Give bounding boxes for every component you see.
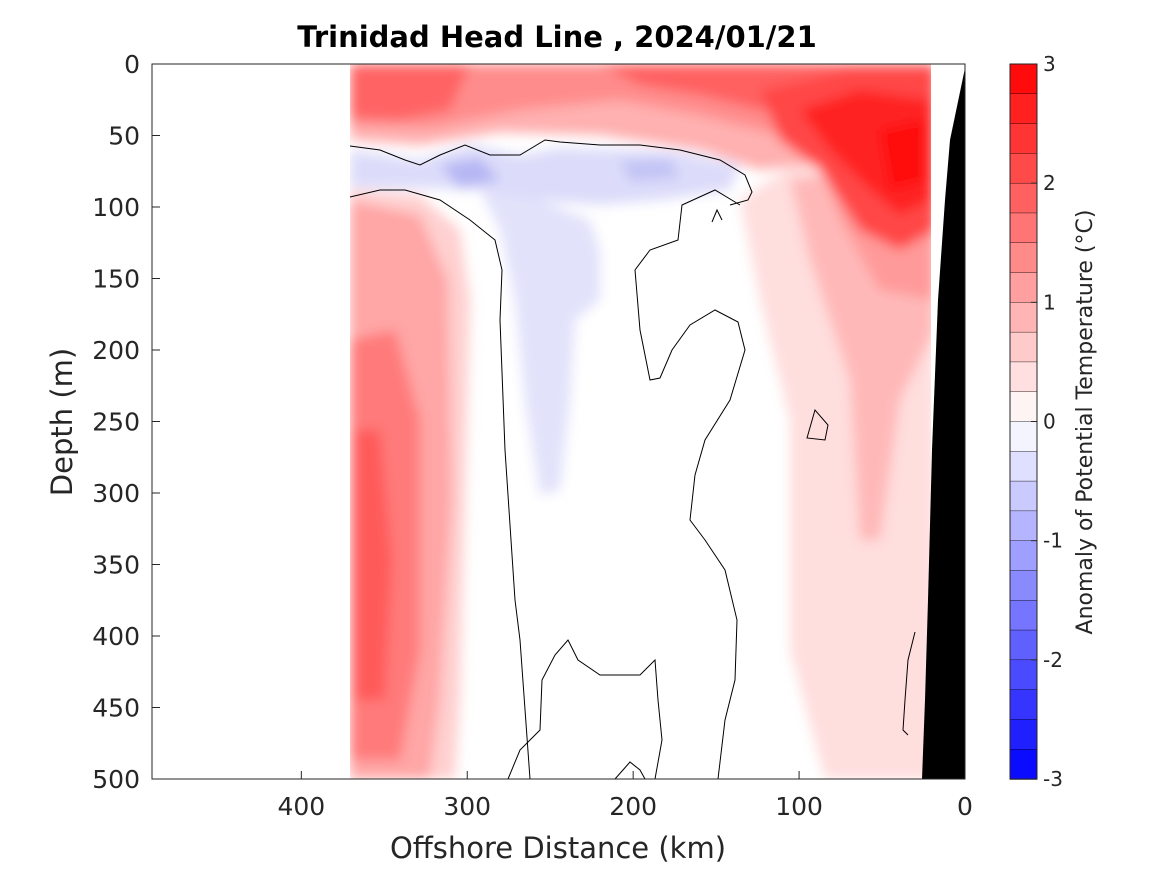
colorbar-segment <box>1009 629 1038 661</box>
surface-warm-strong <box>350 64 470 120</box>
colorbar-segment <box>1009 302 1038 333</box>
colorbar-tick-label: 1 <box>1043 290 1056 314</box>
colorbar-segment <box>1009 93 1038 125</box>
nearshore-core-max <box>880 120 925 190</box>
chart-title: Trinidad Head Line , 2024/01/21 <box>297 20 817 54</box>
x-axis-label: Offshore Distance (km) <box>390 831 726 865</box>
zero-contour-upper <box>349 139 753 206</box>
y-axis: 0 50 100 150 200 250 300 350 400 450 500 <box>92 50 160 794</box>
colorbar-segment <box>1009 749 1038 780</box>
y-axis-label: Depth (m) <box>45 348 79 496</box>
x-tick-label: 400 <box>277 792 325 821</box>
y-tick-label: 250 <box>92 408 140 437</box>
y-tick-label: 50 <box>108 122 140 151</box>
y-tick-label: 400 <box>92 622 140 651</box>
colorbar-tick-label: 2 <box>1043 171 1056 195</box>
colorbar-segment <box>1009 212 1038 244</box>
colorbar-segment <box>1009 123 1038 155</box>
y-tick-label: 200 <box>92 336 140 365</box>
cool-band-core <box>440 158 500 188</box>
colorbar: 3 2 1 0 -1 -2 -3 <box>1009 52 1063 791</box>
colorbar-tick-label: -2 <box>1043 648 1063 672</box>
colorbar-segment <box>1009 451 1038 482</box>
x-tick-label: 100 <box>775 792 823 821</box>
y-tick-label: 150 <box>92 265 140 294</box>
zero-contour-tongue <box>507 639 663 780</box>
colorbar-tick-label: 3 <box>1043 52 1056 76</box>
colorbar-segment <box>1009 719 1038 750</box>
colorbar-segment <box>1009 63 1038 95</box>
colorbar-tick-label: 0 <box>1043 410 1056 434</box>
offshore-warm-core <box>355 430 392 700</box>
colorbar-segment <box>1009 659 1038 691</box>
contour-fill-layer <box>350 64 931 779</box>
zero-contour-eddy <box>806 408 829 441</box>
zero-contour-bottom <box>614 761 646 780</box>
colorbar-tick-label: -1 <box>1043 529 1063 553</box>
zero-contours <box>349 139 916 780</box>
colorbar-segment <box>1009 391 1038 423</box>
y-tick-label: 350 <box>92 551 140 580</box>
y-tick-label: 450 <box>92 694 140 723</box>
zero-contour-mid <box>634 189 746 780</box>
colorbar-segment <box>1009 331 1038 363</box>
colorbar-segment <box>1009 153 1038 184</box>
colorbar-segment <box>1009 600 1038 631</box>
colorbar-label: Anomaly of Potential Temperature (°C) <box>1073 210 1098 635</box>
colorbar-segment <box>1009 272 1038 304</box>
x-tick-label: 200 <box>609 792 657 821</box>
colorbar-segment <box>1009 242 1038 274</box>
y-tick-label: 0 <box>124 50 140 79</box>
colorbar-segment <box>1009 510 1038 542</box>
colorbar-segment <box>1009 480 1038 512</box>
bathymetry-seafloor <box>922 68 965 779</box>
y-tick-label: 500 <box>92 765 140 794</box>
y-tick-label: 300 <box>92 479 140 508</box>
cool-band-core-2 <box>620 158 680 182</box>
cool-tongue-fill <box>480 190 600 495</box>
colorbar-segment <box>1009 570 1038 601</box>
colorbar-segment <box>1009 540 1038 572</box>
colorbar-tick-label: -3 <box>1043 767 1063 791</box>
zero-contour-notch <box>711 208 723 223</box>
colorbar-segment <box>1009 361 1038 393</box>
colorbar-segment <box>1009 689 1038 721</box>
x-axis: 400 300 200 100 0 <box>277 771 973 821</box>
x-tick-label: 0 <box>957 792 973 821</box>
colorbar-segment <box>1009 182 1038 214</box>
zero-contour-lower <box>349 189 531 780</box>
colorbar-segment <box>1009 421 1038 452</box>
y-tick-label: 100 <box>92 193 140 222</box>
zero-contour-nearshore <box>902 631 916 736</box>
x-tick-label: 300 <box>443 792 491 821</box>
